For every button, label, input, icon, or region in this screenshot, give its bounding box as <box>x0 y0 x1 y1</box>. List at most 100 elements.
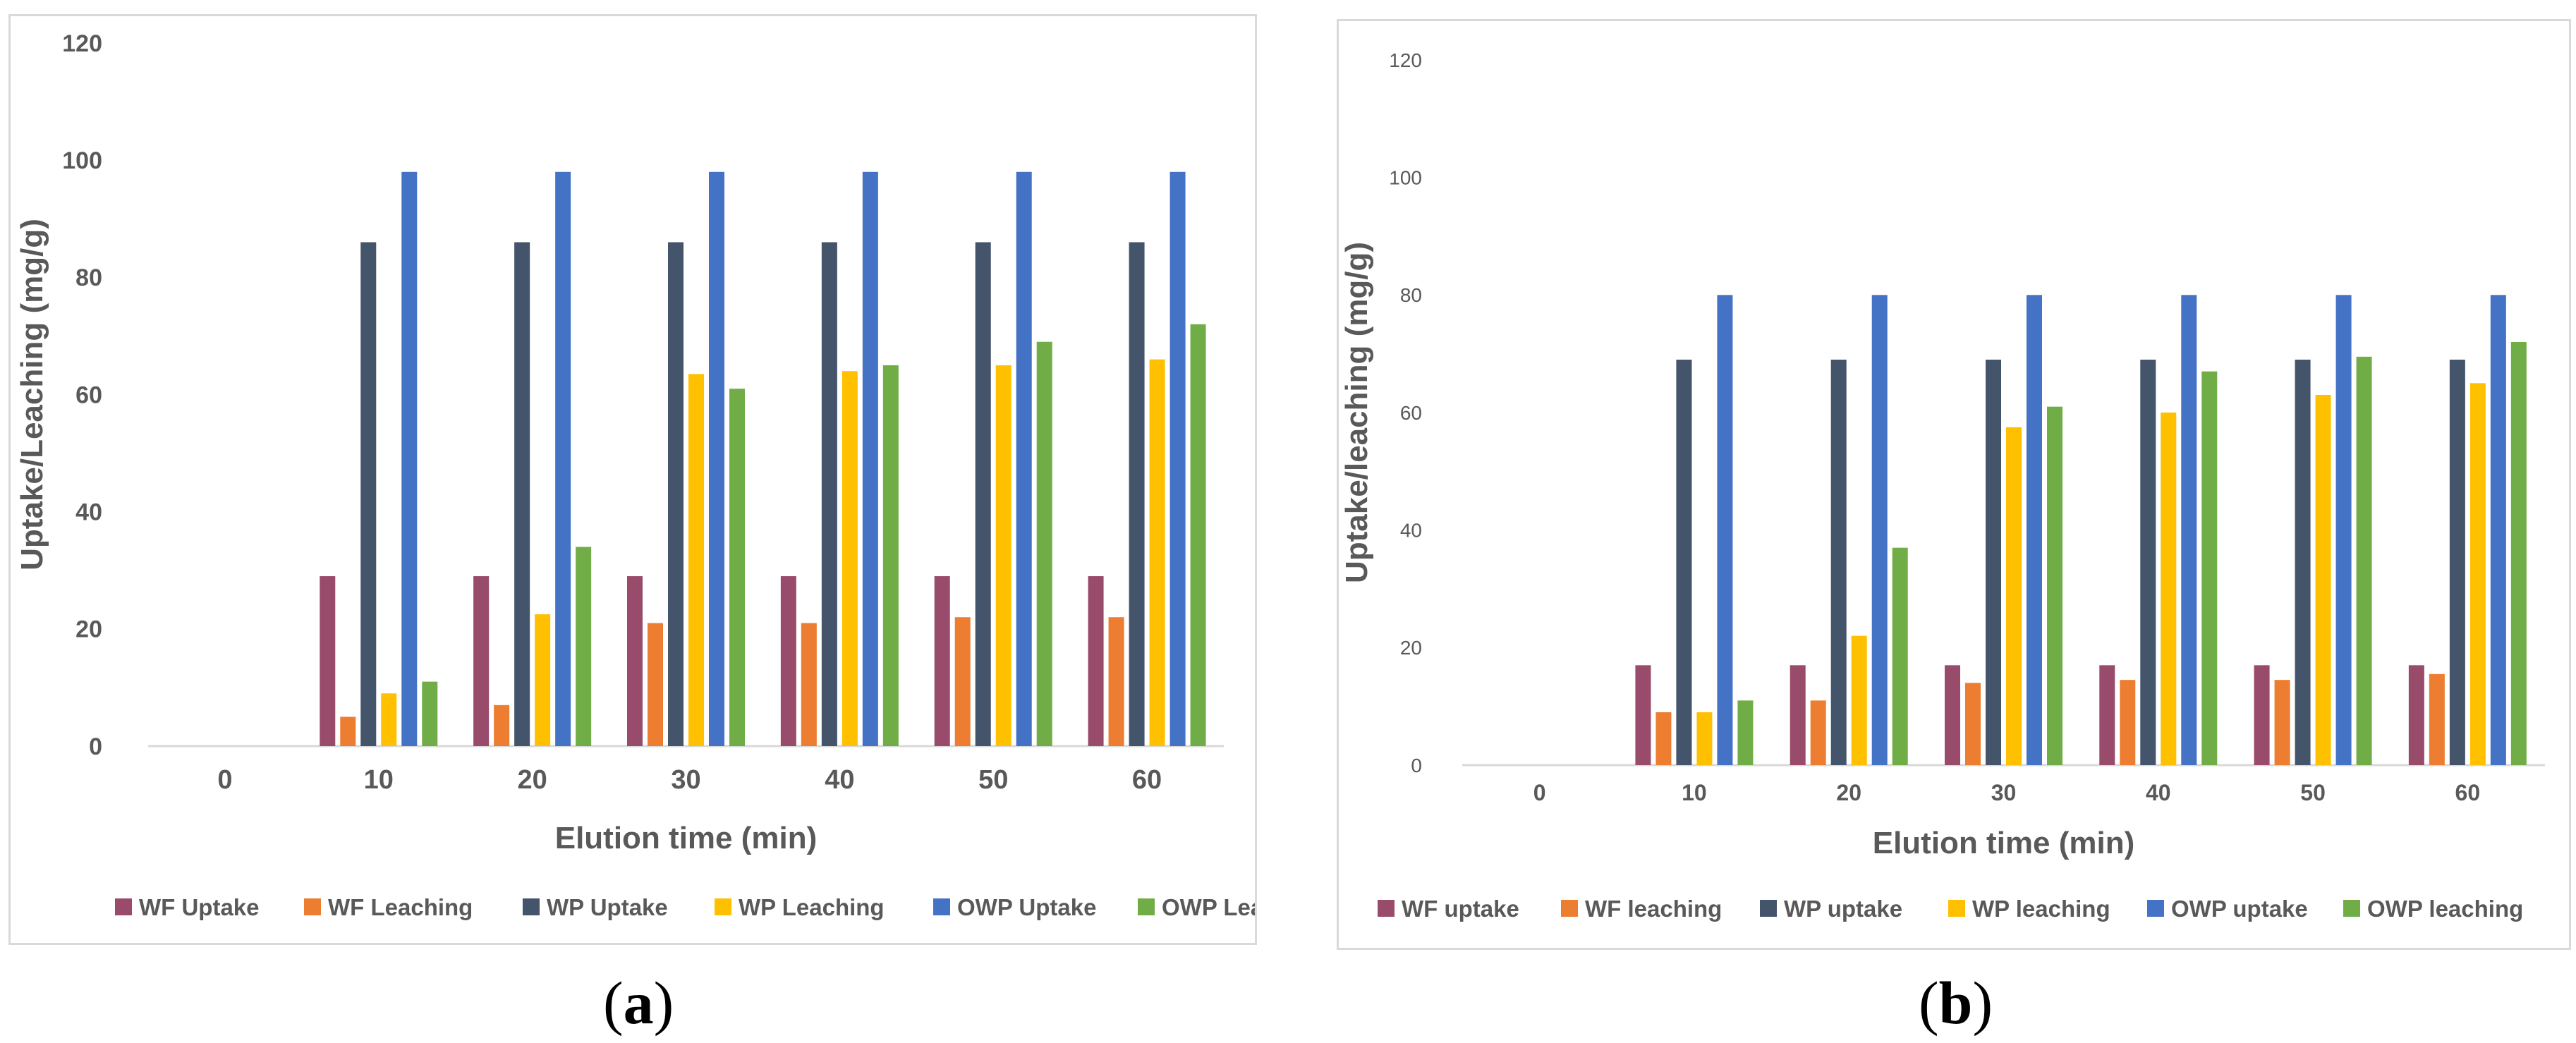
bar-chart-a: 0 20 40 60 80 100 120 0 10 20 30 40 50 60 Elution time… <box>15 30 1255 920</box>
bar-wf-uptake-50 <box>934 576 950 746</box>
bar-owp-uptake-60 <box>1169 171 1186 747</box>
bar-wp-uptake-30 <box>1986 360 2001 765</box>
y-tick-label: 20 <box>75 616 102 643</box>
x-tick-label: 20 <box>518 765 547 795</box>
bar-wf-uptake-10 <box>320 576 336 746</box>
x-tick-label: 60 <box>2455 780 2481 805</box>
bar-wp-leaching-30 <box>688 374 704 746</box>
bar-wp-uptake-50 <box>975 242 991 746</box>
legend-swatch <box>1561 900 1578 917</box>
bar-wf-uptake-50 <box>2254 665 2270 765</box>
legend-swatch <box>933 898 950 915</box>
x-tick-label: 40 <box>2146 780 2171 805</box>
legend-swatch <box>2147 900 2164 917</box>
bar-wf-uptake-20 <box>473 576 490 746</box>
y-tick-label: 120 <box>62 30 102 57</box>
bar-wp-leaching-50 <box>2315 395 2331 765</box>
legend-label: OWP Uptake <box>957 894 1096 920</box>
bar-wp-leaching-60 <box>1149 359 1165 746</box>
bar-owp-leaching-10 <box>422 681 438 746</box>
bar-wp-uptake-20 <box>514 242 530 746</box>
y-tick-label: 20 <box>1400 637 1422 659</box>
bar-wf-uptake-30 <box>1945 665 1960 765</box>
legend-swatch <box>2343 900 2360 917</box>
bar-wf-leaching-60 <box>1108 617 1124 746</box>
legend-label: WP Leaching <box>739 894 885 920</box>
legend-swatch <box>1378 900 1395 917</box>
bar-owp-uptake-30 <box>2027 295 2042 765</box>
bar-owp-leaching-30 <box>2047 406 2062 765</box>
y-tick-label: 40 <box>75 499 102 526</box>
bar-wf-leaching-40 <box>801 623 817 746</box>
bar-wf-uptake-60 <box>1088 576 1104 746</box>
legend-swatch <box>715 898 731 915</box>
x-tick-label: 50 <box>2300 780 2326 805</box>
bar-wp-uptake-40 <box>821 242 837 746</box>
bar-wf-leaching-30 <box>1965 683 1981 765</box>
y-tick-label: 60 <box>1400 402 1422 424</box>
bar-owp-leaching-40 <box>882 365 899 746</box>
bar-wp-uptake-30 <box>668 242 684 746</box>
legend-label: WF Uptake <box>139 894 260 920</box>
bar-wp-uptake-60 <box>2449 360 2465 765</box>
bar-owp-uptake-30 <box>709 171 724 747</box>
x-tick-label: 10 <box>1682 780 1707 805</box>
x-tick-label: 50 <box>978 765 1008 795</box>
legend-label: WF Leaching <box>328 894 473 920</box>
bar-wf-leaching-30 <box>648 623 663 746</box>
bar-wp-uptake-10 <box>1676 360 1692 765</box>
y-tick-label: 120 <box>1389 49 1422 71</box>
bar-owp-leaching-10 <box>1737 700 1754 765</box>
bar-owp-uptake-10 <box>1717 295 1733 765</box>
bar-wf-uptake-30 <box>627 576 643 746</box>
legend-label: OWP uptake <box>2171 896 2308 922</box>
bar-wf-uptake-10 <box>1635 665 1651 765</box>
legend-swatch <box>1948 900 1965 917</box>
bar-chart-b: 0 20 40 60 80 100 120 0 10 20 30 40 50 60 Elution time… <box>1339 49 2545 922</box>
x-tick-label: 30 <box>671 765 700 795</box>
y-tick-label: 80 <box>75 264 102 291</box>
bar-owp-uptake-40 <box>862 171 878 747</box>
y-tick-label: 60 <box>75 382 102 408</box>
bar-owp-uptake-50 <box>1016 171 1032 747</box>
y-tick-label: 0 <box>89 733 102 760</box>
chart-panel-b: 0 20 40 60 80 100 120 0 10 20 30 40 50 60 Elution time… <box>1337 19 2571 950</box>
y-tick-label: 40 <box>1400 519 1422 541</box>
bar-wp-leaching-10 <box>381 693 397 746</box>
bar-wf-uptake-40 <box>2099 665 2115 765</box>
bar-wp-leaching-50 <box>995 365 1011 746</box>
bar-owp-leaching-50 <box>1036 341 1052 747</box>
bar-wp-uptake-60 <box>1129 242 1145 746</box>
x-axis-title: Elution time (min) <box>555 821 818 855</box>
bar-owp-leaching-20 <box>1892 547 1908 765</box>
bar-wp-leaching-20 <box>1851 635 1867 765</box>
bar-wf-uptake-60 <box>2408 665 2424 765</box>
x-tick-label: 0 <box>217 765 232 795</box>
y-tick-label: 80 <box>1400 284 1422 306</box>
bar-wf-leaching-20 <box>494 705 510 746</box>
bar-wf-leaching-60 <box>2429 673 2445 765</box>
bar-wp-leaching-40 <box>2161 413 2177 765</box>
bar-wf-leaching-10 <box>1655 712 1672 765</box>
y-tick-label: 100 <box>62 147 102 174</box>
bar-wp-uptake-10 <box>360 242 377 746</box>
x-tick-label: 20 <box>1836 780 1861 805</box>
y-axis-title: Uptake/leaching (mg/g) <box>1339 242 1374 583</box>
y-axis-title: Uptake/Leaching (mg/g) <box>15 219 49 571</box>
legend-label: WP Uptake <box>547 894 668 920</box>
x-tick-label: 40 <box>825 765 854 795</box>
x-tick-label: 0 <box>1533 780 1546 805</box>
bar-wp-leaching-10 <box>1696 712 1713 765</box>
x-axis-title: Elution time (min) <box>1873 826 2135 860</box>
bar-owp-leaching-60 <box>1190 324 1206 746</box>
bar-wf-leaching-50 <box>2274 680 2290 765</box>
bar-owp-leaching-60 <box>2510 342 2527 765</box>
bar-owp-uptake-50 <box>2335 295 2352 765</box>
chart-panel-a: 0 20 40 60 80 100 120 0 10 20 30 40 50 60 Elution time… <box>8 14 1257 945</box>
bar-wf-leaching-10 <box>340 716 356 746</box>
y-tick-label: 0 <box>1411 755 1422 776</box>
legend-swatch <box>523 898 540 915</box>
bar-owp-leaching-40 <box>2201 371 2218 765</box>
bar-owp-uptake-20 <box>1871 295 1888 765</box>
bar-wp-leaching-20 <box>535 614 551 746</box>
